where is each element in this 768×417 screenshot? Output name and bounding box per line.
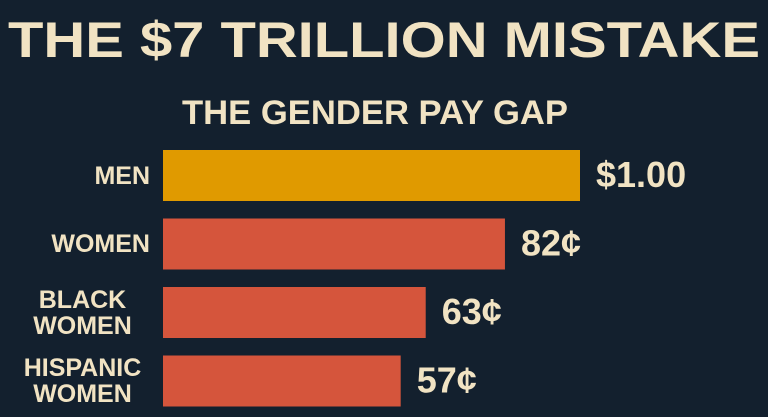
category-text: WOMEN: [51, 230, 150, 258]
category-label: MEN: [94, 163, 150, 189]
category-text: BLACK WOMEN: [33, 285, 132, 340]
category-label: BLACK WOMEN: [15, 287, 150, 339]
category-label: WOMEN: [51, 231, 150, 257]
bar: [163, 355, 401, 407]
category-label: HISPANIC WOMEN: [15, 355, 150, 407]
value-label: 82¢: [521, 223, 581, 264]
value-label: 57¢: [417, 360, 477, 401]
category-text: HISPANIC WOMEN: [23, 354, 142, 408]
chart-title: THE $7 TRILLION MISTAKE: [8, 12, 760, 68]
value-label: $1.00: [596, 154, 686, 195]
category-text: MEN: [94, 161, 150, 190]
value-label: 63¢: [442, 291, 502, 332]
bar: [163, 218, 505, 270]
bar: [163, 150, 580, 201]
bar: [163, 287, 426, 338]
chart-subtitle: THE GENDER PAY GAP: [182, 94, 568, 132]
